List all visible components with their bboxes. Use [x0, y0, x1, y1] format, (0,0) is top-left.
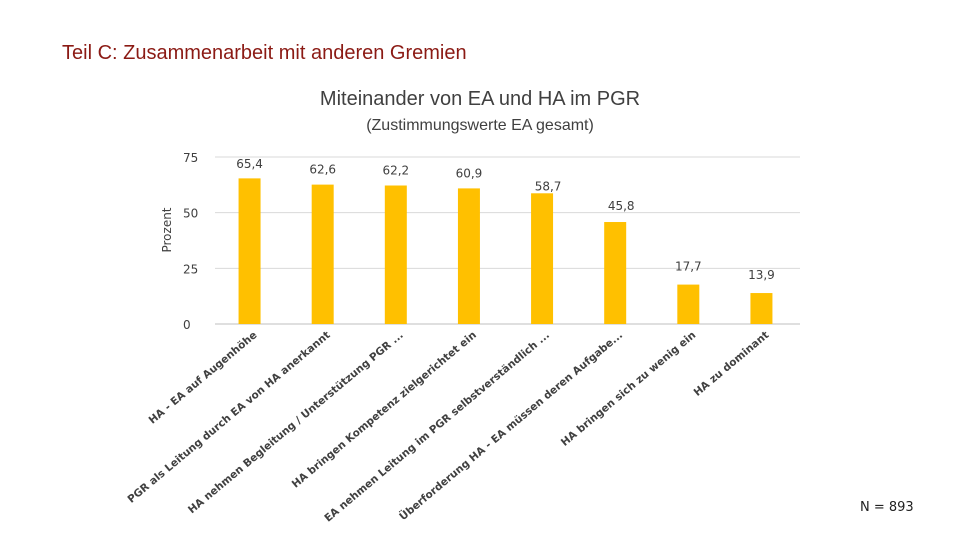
data-labels: 65,4 62,6 62,2 60,9 58,7 45,8 17,7 13,9 [236, 157, 775, 282]
bar [531, 193, 554, 324]
bar [238, 178, 261, 324]
bar [311, 184, 334, 324]
data-label: 58,7 [535, 179, 562, 193]
data-label: 17,7 [675, 260, 702, 274]
data-label: 60,9 [456, 166, 483, 180]
slide-title: Teil C: Zusammenarbeit mit anderen Gremi… [62, 42, 467, 64]
y-axis-label: Prozent [160, 207, 174, 252]
data-label: 45,8 [608, 199, 635, 213]
bar [677, 284, 700, 324]
data-label: 62,6 [309, 163, 336, 177]
data-label: 65,4 [236, 157, 263, 171]
chart-title: Miteinander von EA und HA im PGR [319, 88, 641, 110]
chart-subtitle: (Zustimmungswerte EA gesamt) [366, 117, 594, 134]
bar [384, 185, 407, 324]
bar [457, 188, 480, 324]
y-tick-label: 50 [183, 207, 198, 221]
data-label: 62,2 [382, 164, 409, 178]
y-axis-ticks: 0 25 50 75 [183, 151, 198, 332]
category-label: HA zu dominant [692, 329, 772, 399]
data-label: 13,9 [748, 268, 775, 282]
grid-lines [215, 156, 800, 325]
bars [238, 178, 773, 324]
y-tick-label: 0 [183, 318, 191, 332]
sample-size-note: N = 893 [860, 500, 914, 515]
y-tick-label: 75 [183, 151, 198, 165]
category-label: HA bringen sich zu wenig ein [559, 329, 698, 449]
y-tick-label: 25 [183, 262, 198, 276]
bar [750, 293, 773, 324]
bar [604, 222, 627, 324]
